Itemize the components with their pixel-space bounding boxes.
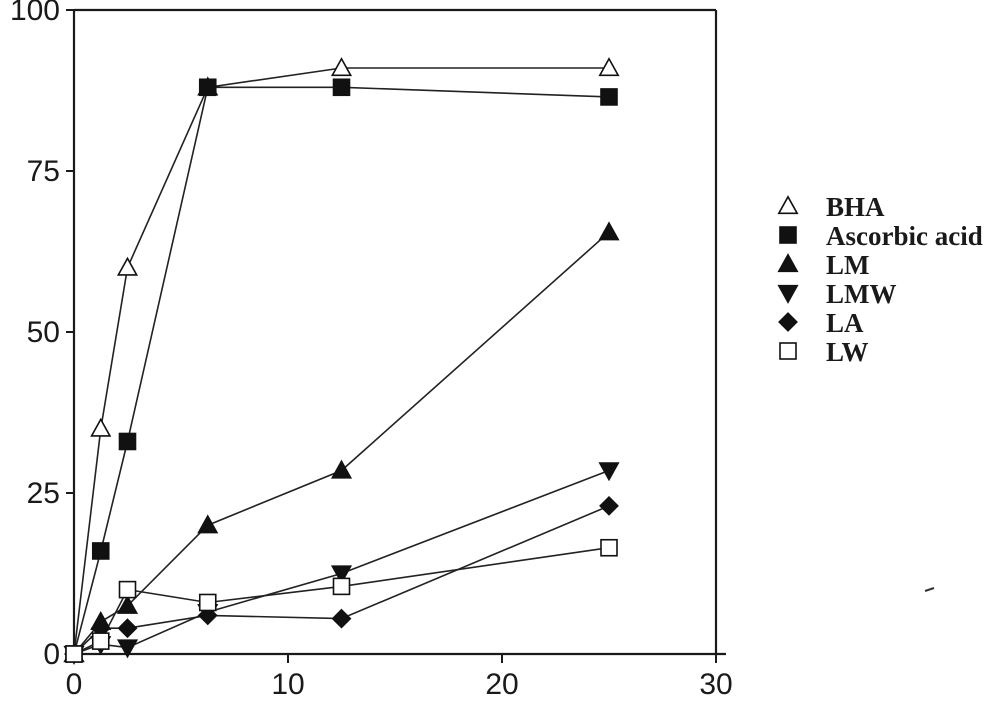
series-line-bha <box>73 67 609 655</box>
legend-label-lm: LM <box>826 250 870 280</box>
data-point-la <box>197 605 218 626</box>
data-point-lmw <box>116 639 139 659</box>
series-line-lw <box>73 546 610 655</box>
data-point-lw <box>118 580 137 599</box>
data-point-bha <box>598 57 620 77</box>
legend-marker-bha <box>777 195 799 215</box>
y-tick-label: 25 <box>27 477 60 510</box>
legend-label-ascorbic-acid: Ascorbic acid <box>826 221 983 251</box>
data-point-ascorbic-acid <box>198 78 217 97</box>
data-point-la <box>599 495 619 516</box>
data-point-la <box>331 608 352 629</box>
data-point-ascorbic-acid <box>600 88 618 106</box>
legend-marker-lw <box>779 342 797 360</box>
data-point-lm <box>197 514 219 534</box>
data-point-lw <box>91 632 110 650</box>
series-markers <box>63 57 620 665</box>
legend-marker-ascorbic-acid <box>779 226 797 244</box>
data-point-lw <box>198 593 217 612</box>
y-tick-label: 100 <box>10 0 60 27</box>
data-point-la <box>117 618 138 639</box>
data-point-lm <box>116 594 139 614</box>
data-point-bha <box>330 57 353 77</box>
data-point-bha <box>90 417 112 437</box>
data-point-lmw <box>598 462 620 482</box>
axes: 0 25 50 75 100 0 10 20 30 <box>10 0 733 701</box>
legend-label-bha: BHA <box>826 192 885 222</box>
y-tick-label: 50 <box>27 316 60 349</box>
x-tick-label: 30 <box>699 668 732 701</box>
y-tick-label: 75 <box>27 155 60 188</box>
data-point-lw <box>600 538 618 557</box>
data-point-ascorbic-acid <box>118 432 137 451</box>
data-point-lw <box>65 645 83 663</box>
data-point-ascorbic-acid <box>332 78 351 97</box>
legend-label-lmw: LMW <box>826 279 897 309</box>
stray-mark <box>924 587 935 592</box>
data-point-ascorbic-acid <box>91 542 110 560</box>
legend-marker-lm <box>777 253 799 273</box>
legend-label-la: LA <box>826 308 864 338</box>
x-tick-label: 10 <box>271 668 304 701</box>
data-point-lm <box>598 221 620 241</box>
legend-marker-lmw <box>777 284 799 304</box>
data-point-bha <box>116 256 139 276</box>
data-point-lmw <box>330 565 353 585</box>
data-point-lm <box>330 459 353 479</box>
series-line-ascorbic-acid <box>73 86 610 655</box>
legend-label-lw: LW <box>826 337 869 367</box>
data-point-lw <box>332 577 351 596</box>
x-tick-label: 0 <box>66 668 83 701</box>
legend-marker-la <box>778 312 798 332</box>
y-tick-label: 0 <box>43 638 60 671</box>
x-tick-label: 20 <box>485 668 518 701</box>
